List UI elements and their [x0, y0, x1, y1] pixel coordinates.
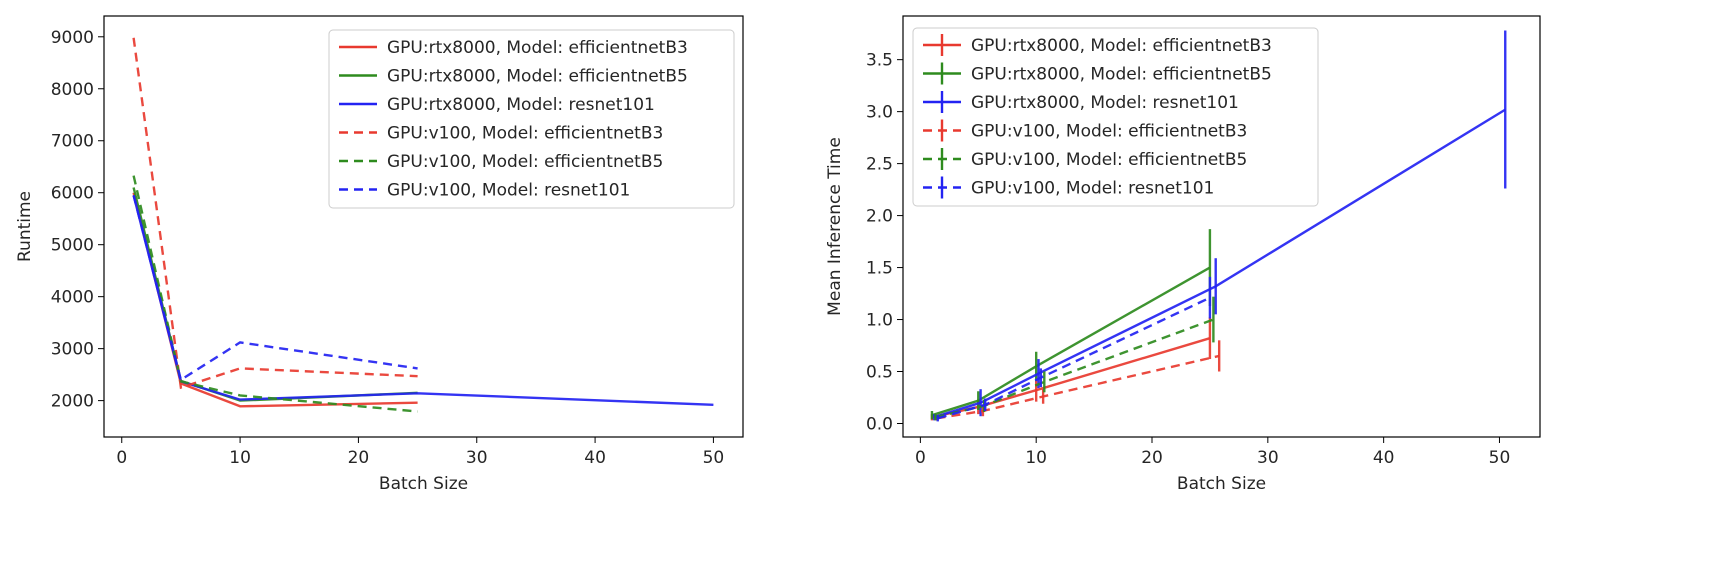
x-axis-label: Batch Size: [1177, 474, 1266, 494]
series-line: [936, 354, 1220, 420]
legend-entry: GPU:rtx8000, Model: efficientnetB5: [387, 67, 688, 87]
inference-time-chart: 0 10 20 30 40 50 0.0 0.5 1.0 1.5 2.0 2.5 3.0 3.5 Batch…: [825, 15, 1541, 494]
y-tick-label: 9000: [51, 28, 94, 48]
y-tick-label: 1.5: [866, 259, 893, 279]
x-tick-label: 20: [1141, 448, 1163, 468]
y-tick-label: 3.0: [866, 103, 893, 123]
legend-entry: GPU:v100, Model: efficientnetB3: [387, 124, 663, 144]
series-line: [935, 318, 1214, 419]
x-tick-label: 20: [348, 448, 370, 468]
runtime-chart: 0 10 20 30 40 50 2000 3000 4000 5000 6000 7000 8000 9…: [15, 15, 744, 494]
x-tick-label: 30: [466, 448, 488, 468]
y-tick-label: 2.0: [866, 207, 893, 227]
y-tick-label: 2000: [51, 392, 94, 412]
legend: [912, 27, 1319, 207]
y-axis-label: Runtime: [15, 191, 35, 262]
x-tick-label: 30: [1257, 448, 1279, 468]
legend-entry: GPU:v100, Model: efficientnetB5: [387, 152, 663, 172]
series-line: [931, 266, 1211, 417]
legend-entry: GPU:rtx8000, Model: resnet101: [387, 95, 655, 115]
plot-area: [902, 15, 1541, 438]
y-tick-label: 0.5: [866, 363, 893, 383]
x-tick-label: 10: [229, 448, 251, 468]
y-tick-label: 5000: [51, 236, 94, 256]
legend-entry: GPU:v100, Model: resnet101: [971, 179, 1214, 199]
y-tick-label: 3.5: [866, 51, 893, 71]
legend-entry: GPU:rtx8000, Model: efficientnetB5: [971, 65, 1272, 85]
x-tick-label: 50: [1489, 448, 1511, 468]
series-line: [132, 175, 418, 413]
y-tick-label: 7000: [51, 132, 94, 152]
series-line: [132, 195, 714, 406]
x-tick-label: 0: [915, 448, 926, 468]
x-tick-label: 10: [1025, 448, 1047, 468]
y-tick-label: 0.0: [866, 414, 893, 434]
x-tick-label: 40: [1373, 448, 1395, 468]
x-axis-label: Batch Size: [379, 474, 468, 494]
y-tick-label: 8000: [51, 80, 94, 100]
x-tick-label: 0: [116, 448, 127, 468]
y-tick-label: 1.0: [866, 311, 893, 331]
legend-entry: GPU:rtx8000, Model: efficientnetB3: [971, 36, 1272, 56]
legend: [328, 29, 735, 209]
y-tick-label: 3000: [51, 340, 94, 360]
legend-entry: GPU:rtx8000, Model: efficientnetB3: [387, 38, 688, 58]
y-tick-label: 2.5: [866, 155, 893, 175]
legend-entry: GPU:v100, Model: efficientnetB3: [971, 122, 1247, 142]
series-line: [132, 192, 418, 408]
plot-area: [103, 15, 744, 438]
x-tick-label: 40: [584, 448, 606, 468]
legend-entry: GPU:rtx8000, Model: resnet101: [971, 93, 1239, 113]
x-tick-label: 50: [703, 448, 725, 468]
legend-entry: GPU:v100, Model: efficientnetB5: [971, 150, 1247, 170]
series-line: [132, 195, 418, 382]
legend-entry: GPU:v100, Model: resnet101: [387, 181, 630, 201]
y-tick-label: 4000: [51, 288, 94, 308]
y-axis-label: Mean Inference Time: [825, 137, 845, 316]
series-line: [937, 296, 1211, 420]
y-tick-label: 6000: [51, 184, 94, 204]
